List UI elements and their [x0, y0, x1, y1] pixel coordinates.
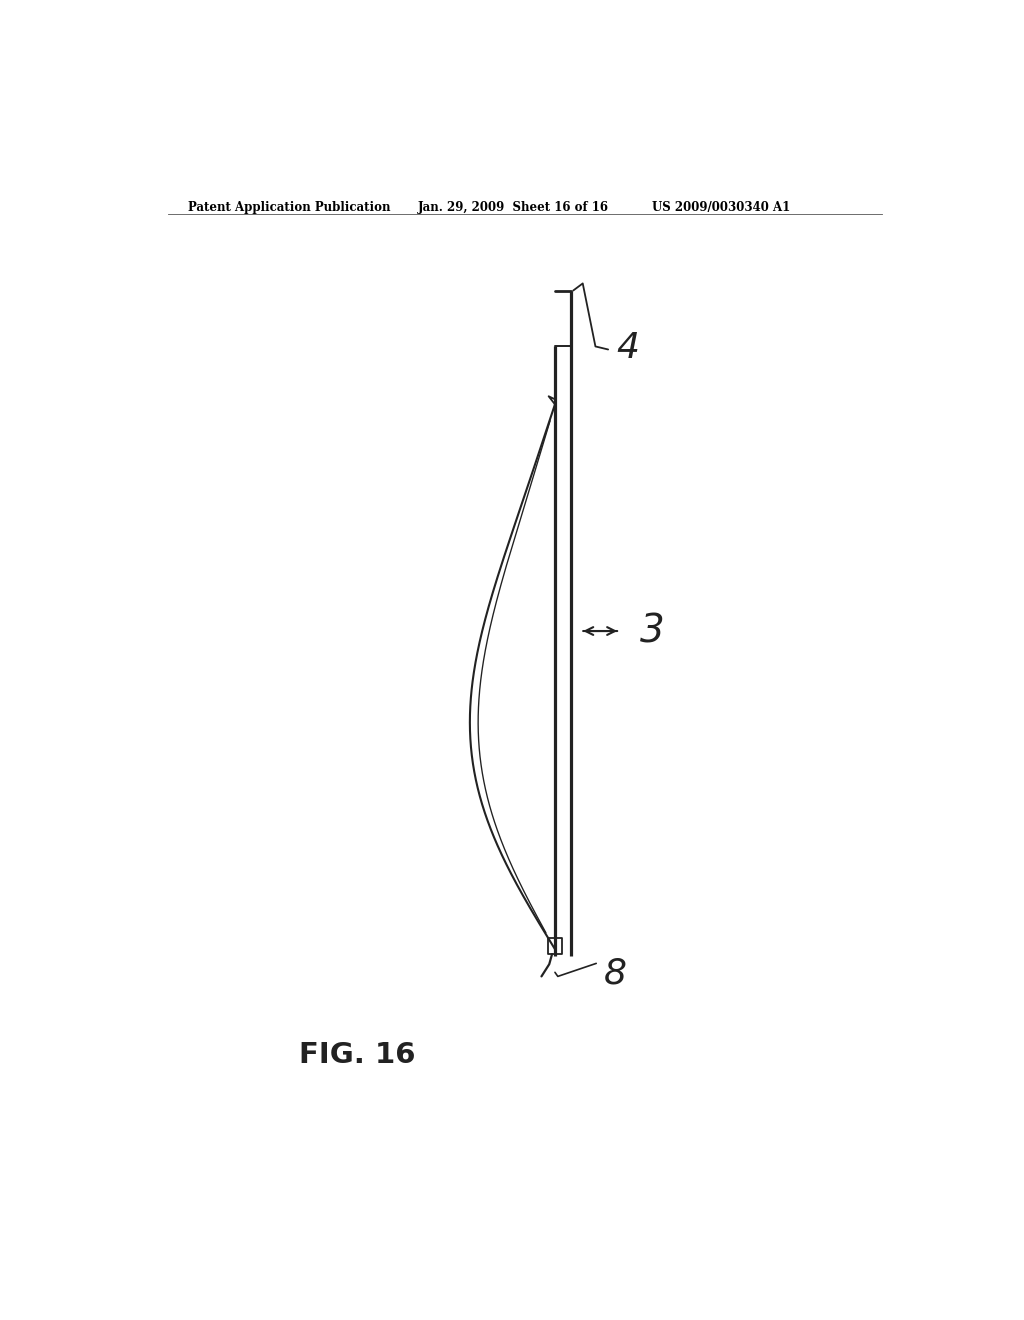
Text: Patent Application Publication: Patent Application Publication — [187, 201, 390, 214]
Text: 4: 4 — [616, 331, 639, 366]
Text: 3: 3 — [640, 612, 665, 649]
Text: 8: 8 — [604, 957, 627, 990]
Text: US 2009/0030340 A1: US 2009/0030340 A1 — [652, 201, 791, 214]
Text: FIG. 16: FIG. 16 — [299, 1041, 415, 1069]
Text: Jan. 29, 2009  Sheet 16 of 16: Jan. 29, 2009 Sheet 16 of 16 — [418, 201, 608, 214]
